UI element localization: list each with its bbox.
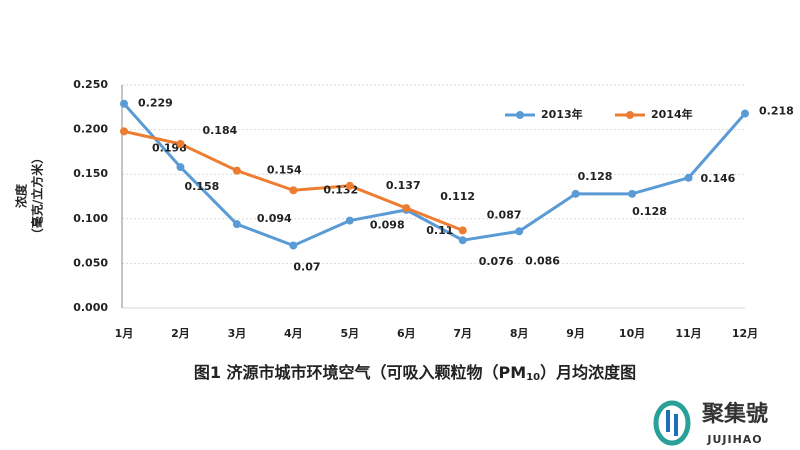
value-label: 0.11	[426, 224, 453, 237]
y-tick-label: 0.150	[73, 167, 108, 180]
value-label: 0.094	[257, 212, 292, 225]
point	[741, 109, 749, 118]
point	[120, 99, 128, 108]
value-label: 0.098	[370, 219, 405, 232]
x-tick-label: 5月	[340, 327, 359, 340]
value-label: 0.229	[138, 97, 173, 110]
y-tick-label: 0.000	[73, 301, 108, 314]
logo-subtext: JUJIHAO	[706, 433, 762, 446]
point	[120, 127, 128, 136]
x-tick-label: 4月	[284, 327, 303, 340]
point	[232, 166, 241, 175]
logo: 聚集號 JUJIHAO	[653, 400, 768, 446]
y-tick-label: 0.050	[73, 256, 108, 269]
point	[345, 181, 354, 190]
y-label-line: 浓度	[14, 183, 29, 208]
x-tick-label: 1月	[115, 327, 134, 340]
legend-label: 2013年	[541, 107, 583, 121]
value-label: 0.087	[487, 208, 522, 221]
value-label: 0.076	[479, 255, 514, 268]
point	[289, 186, 298, 195]
value-label: 0.146	[701, 172, 736, 185]
value-label: 0.184	[202, 124, 237, 137]
value-label: 0.158	[184, 180, 219, 193]
y-tick-label: 0.200	[73, 123, 108, 136]
x-tick-label: 3月	[228, 327, 247, 340]
x-tick-label: 12月	[732, 327, 758, 340]
point	[684, 173, 693, 182]
value-label: 0.112	[440, 190, 475, 203]
point	[458, 236, 467, 245]
x-tick-label: 2月	[171, 327, 190, 340]
y-tick-label: 0.250	[73, 78, 108, 91]
point	[402, 204, 411, 213]
point	[345, 216, 354, 225]
point	[458, 226, 467, 235]
value-label: 0.128	[578, 170, 613, 183]
y-label-line: （毫克/立方米）	[30, 152, 45, 240]
title-main: 图1 济源市城市环境空气（可吸入颗粒物（PM	[194, 363, 526, 382]
y-axis-label: 浓度 （毫克/立方米）	[14, 152, 45, 240]
legend-marker	[626, 111, 634, 119]
point	[571, 189, 580, 198]
legend-label: 2014年	[651, 107, 693, 121]
value-label: 0.218	[759, 105, 794, 118]
chart-title: 图1 济源市城市环境空气（可吸入颗粒物（PM10）月均浓度图	[194, 363, 636, 384]
x-tick-label: 11月	[675, 327, 701, 340]
value-label: 0.154	[267, 164, 302, 177]
value-label: 0.07	[293, 261, 320, 274]
point	[176, 139, 185, 148]
x-tick-label: 9月	[566, 327, 585, 340]
value-label: 0.086	[525, 254, 560, 267]
logo-icon	[653, 400, 691, 446]
logo-text: 聚集號	[701, 401, 768, 427]
value-label: 0.137	[386, 179, 421, 192]
legend-marker	[516, 111, 524, 119]
y-tick-label: 0.100	[73, 212, 108, 225]
value-label: 0.128	[632, 205, 667, 218]
point	[515, 227, 524, 236]
x-tick-label: 6月	[397, 327, 416, 340]
logo-icon	[666, 410, 678, 436]
point	[232, 220, 241, 229]
title-end: ）月均浓度图	[540, 363, 636, 382]
series-line	[122, 102, 747, 248]
x-tick-label: 8月	[510, 327, 529, 340]
title-subscript: 10	[526, 372, 540, 383]
x-tick-label: 7月	[453, 327, 472, 340]
point	[628, 189, 637, 198]
x-tick-label: 10月	[619, 327, 645, 340]
point	[176, 163, 185, 172]
point	[289, 241, 298, 250]
